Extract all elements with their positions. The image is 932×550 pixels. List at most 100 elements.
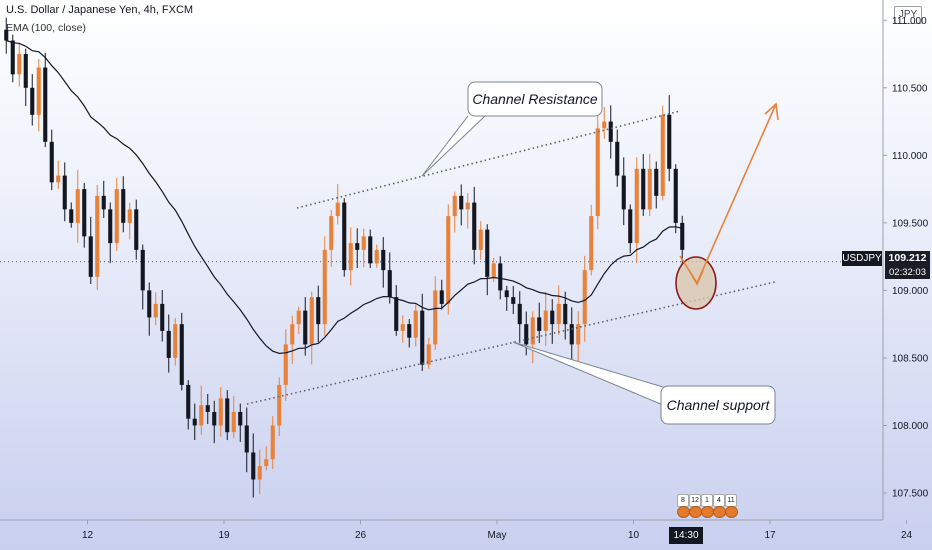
candle-body: [134, 209, 138, 250]
time-tick-label: 12: [82, 530, 94, 541]
candle-body: [219, 398, 223, 425]
time-tick-label: 17: [764, 530, 776, 541]
candle-body: [329, 216, 333, 250]
candle-body: [388, 270, 392, 297]
candle-body: [381, 250, 385, 270]
candle-body: [550, 311, 554, 325]
candle-body: [420, 311, 424, 365]
callout-support[interactable]: Channel support: [513, 342, 775, 424]
candle-body: [43, 68, 47, 142]
price-tick-label: 108.500: [892, 353, 929, 364]
bar-countdown: 02:32:03: [885, 266, 930, 279]
candle-body: [342, 203, 346, 271]
price-tick-label: 110.500: [892, 83, 928, 94]
projection-arrow-head-up: [765, 104, 778, 120]
time-axis[interactable]: 121926May101724Jun1421: [82, 520, 932, 541]
candle-body: [193, 419, 197, 426]
candle-body: [583, 270, 587, 324]
candle-body: [524, 324, 528, 344]
candle-body: [89, 236, 93, 277]
candle-body: [570, 324, 574, 344]
candle-body: [622, 176, 626, 210]
candle-body: [316, 297, 320, 324]
candle-body: [232, 412, 236, 432]
candle-body: [440, 290, 444, 304]
candle-body: [375, 250, 379, 264]
time-tick-label: 24: [901, 530, 913, 541]
candle-body: [206, 405, 210, 412]
candle-body: [466, 203, 470, 210]
candle-body: [635, 169, 639, 243]
candle-body: [498, 263, 502, 290]
candle-body: [102, 196, 106, 210]
candle-body: [557, 304, 561, 324]
candle-body: [56, 176, 60, 183]
candle-body: [284, 344, 288, 385]
candle-body: [50, 142, 54, 183]
candle-body: [160, 304, 164, 331]
candle-body: [667, 115, 671, 169]
candle-body: [199, 405, 203, 425]
candle-body: [212, 412, 216, 426]
callout-resistance-text: Channel Resistance: [472, 91, 598, 107]
candle-body: [323, 250, 327, 324]
candle-body: [628, 209, 632, 243]
time-tick-label: May: [488, 530, 507, 541]
candle-body: [518, 304, 522, 324]
candle-body: [453, 196, 457, 216]
candle-body: [446, 216, 450, 304]
candle-body: [303, 311, 307, 345]
candle-body: [492, 263, 496, 277]
candle-body: [407, 324, 411, 338]
candle-body: [141, 250, 145, 291]
candle-body: [290, 324, 294, 344]
candle-body: [602, 122, 606, 129]
candle-body: [271, 425, 275, 459]
candle-body: [11, 41, 15, 75]
symbol-label: USDJPY: [842, 251, 882, 266]
callout-resistance-pointer: [422, 116, 485, 176]
callout-support-text: Channel support: [667, 397, 771, 413]
candle-body: [680, 223, 684, 250]
candle-body: [336, 203, 340, 217]
candle-body: [4, 30, 8, 41]
candle-body: [251, 452, 255, 479]
candle-body: [401, 324, 405, 331]
candle-body: [180, 324, 184, 385]
candle-body: [17, 54, 21, 74]
projection-arrow-shaft: [680, 104, 776, 283]
candle-body: [147, 290, 151, 317]
price-tick-label: 111.000: [892, 16, 927, 27]
candle-body: [173, 324, 177, 358]
candle-body: [277, 385, 281, 426]
price-tick-label: 109.000: [892, 286, 929, 297]
candle-body: [459, 196, 463, 210]
candle-body: [609, 122, 613, 142]
candle-body: [186, 385, 190, 419]
candle-body: [297, 311, 301, 325]
candle-body: [349, 243, 353, 270]
candle-body: [264, 459, 268, 466]
candle-body: [661, 115, 665, 196]
candle-body: [485, 230, 489, 277]
candle-body: [615, 142, 619, 176]
candle-body: [674, 169, 678, 223]
price-tick-label: 110.000: [892, 151, 928, 162]
candle-body: [121, 189, 125, 223]
candle-body: [95, 196, 99, 277]
candle-body: [167, 331, 171, 358]
candle-body: [76, 189, 80, 223]
candle-body: [108, 209, 112, 243]
candle-body: [479, 230, 483, 250]
candle-body: [648, 169, 652, 210]
callout-resistance[interactable]: Channel Resistance: [422, 82, 602, 176]
candle-body: [82, 189, 86, 236]
candle-body: [472, 203, 476, 250]
flag-icon[interactable]: [725, 506, 738, 518]
candle-body: [238, 412, 242, 426]
candle-body: [368, 236, 372, 263]
candle-body: [225, 398, 229, 432]
candle-body: [63, 176, 67, 210]
candle-body: [537, 317, 541, 331]
